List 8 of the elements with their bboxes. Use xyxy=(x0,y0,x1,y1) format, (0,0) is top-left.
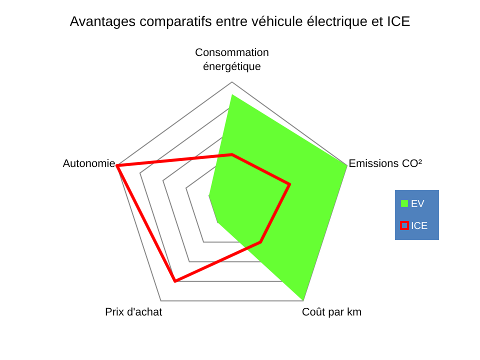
spoke-label: Prix d'achat xyxy=(105,306,162,318)
chart-title: Avantages comparatifs entre véhicule électrique et ICE xyxy=(70,13,410,29)
spoke-label: Coût par km xyxy=(302,306,362,318)
legend-label: EV xyxy=(411,199,425,210)
spoke-label: Autonomie xyxy=(62,158,116,170)
spoke-label: Consommation énergétique xyxy=(195,47,269,73)
legend-label: ICE xyxy=(411,221,428,232)
spoke-label: Emissions CO² xyxy=(348,158,422,170)
